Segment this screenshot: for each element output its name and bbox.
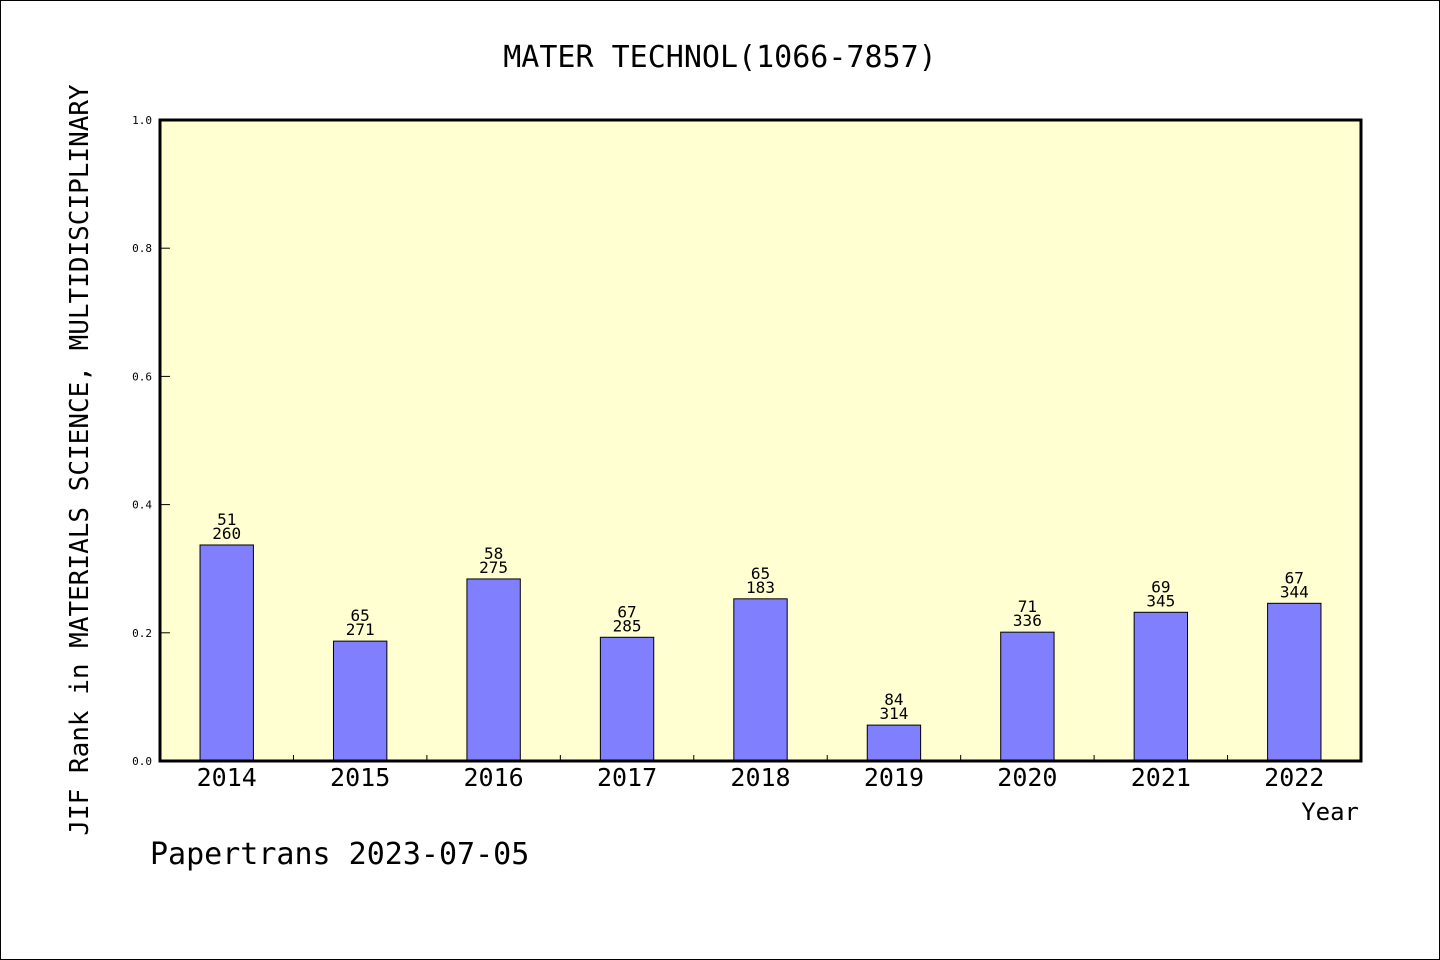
bar-total-label: 285 [613, 616, 642, 635]
x-axis-label: Year [1301, 798, 1359, 826]
bar-total-label: 271 [346, 620, 375, 639]
x-tick-label: 2021 [1131, 763, 1191, 792]
bar-2019 [866, 724, 922, 762]
bar-rank-label: 58 [484, 544, 503, 563]
y-tick-label: 0.4 [132, 499, 152, 512]
bar-total-label: 345 [1146, 591, 1175, 610]
bar-rank-label: 65 [751, 564, 770, 583]
x-tick-label: 2020 [997, 763, 1057, 792]
y-tick-label: 1.0 [132, 114, 152, 127]
x-tick-label: 2022 [1264, 763, 1324, 792]
x-tick-label: 2018 [730, 763, 790, 792]
bar-rank-label: 65 [351, 606, 370, 625]
bar-2015 [332, 640, 388, 762]
x-tick-label: 2016 [464, 763, 524, 792]
bar-2016 [466, 578, 521, 762]
bar-2018 [733, 598, 788, 762]
y-tick-label: 0.2 [132, 627, 152, 640]
bar-rank-label: 84 [884, 690, 903, 709]
bar-total-label: 314 [879, 704, 908, 723]
bar-rank-label: 67 [1285, 568, 1304, 587]
footer-stamp: Papertrans 2023-07-05 [150, 837, 529, 872]
bar-total-label: 183 [746, 578, 775, 597]
y-tick-label: 0.8 [132, 242, 152, 255]
x-tick-label: 2015 [330, 763, 390, 792]
bar-2017 [599, 636, 655, 762]
y-tick-label: 0.6 [132, 370, 152, 383]
bar-2020 [1000, 631, 1055, 762]
y-tick-label: 0.0 [132, 755, 152, 768]
bars-layer [199, 544, 1322, 762]
bar-total-label: 260 [212, 524, 241, 543]
x-tick-label: 2019 [864, 763, 924, 792]
bar-rank-label: 71 [1018, 597, 1037, 616]
y-axis-label: JIF Rank in MATERIALS SCIENCE, MULTIDISC… [65, 84, 95, 836]
bar-total-label: 275 [479, 558, 508, 577]
x-tick-label: 2014 [197, 763, 257, 792]
bar-total-label: 344 [1280, 582, 1309, 601]
bar-rank-label: 51 [217, 510, 236, 529]
plot-border [158, 118, 1363, 763]
bar-rank-label: 69 [1151, 577, 1170, 596]
bar-2021 [1133, 611, 1189, 762]
chart-title: MATER TECHNOL(1066-7857) [503, 40, 936, 75]
bar-total-label: 336 [1013, 611, 1042, 630]
labels-layer: 0.00.20.40.60.81.05126020146527120155827… [132, 114, 1324, 792]
x-tick-label: 2017 [597, 763, 657, 792]
bar-2022 [1267, 602, 1322, 762]
bar-rank-label: 67 [617, 602, 636, 621]
bar-2014 [199, 544, 254, 762]
